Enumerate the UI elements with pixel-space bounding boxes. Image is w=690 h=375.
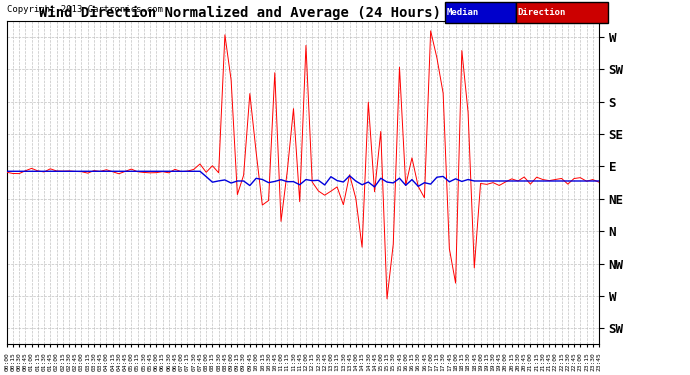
FancyBboxPatch shape — [445, 2, 516, 23]
Text: Direction: Direction — [518, 8, 566, 17]
Text: Copyright 2013 Cartronics.com: Copyright 2013 Cartronics.com — [7, 5, 163, 14]
Text: Median: Median — [447, 8, 479, 17]
FancyBboxPatch shape — [516, 2, 608, 23]
Title: Wind Direction Normalized and Average (24 Hours) (Old) 20130925: Wind Direction Normalized and Average (2… — [39, 6, 566, 20]
